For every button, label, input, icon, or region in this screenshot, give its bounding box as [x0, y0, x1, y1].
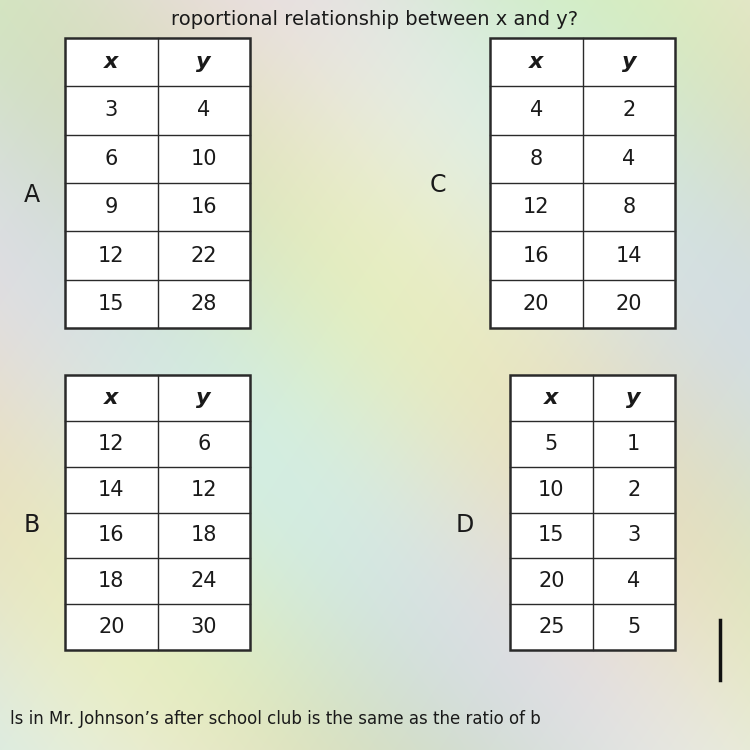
Text: 12: 12 [98, 245, 124, 266]
Text: 9: 9 [104, 197, 118, 217]
Text: y: y [196, 53, 211, 72]
Text: 18: 18 [190, 526, 217, 545]
Text: y: y [622, 53, 636, 72]
Text: 20: 20 [616, 294, 642, 314]
Text: 3: 3 [627, 526, 640, 545]
Text: 3: 3 [104, 100, 118, 121]
Text: 4: 4 [627, 572, 640, 591]
Text: 8: 8 [622, 197, 635, 217]
Text: x: x [544, 388, 559, 408]
Text: ls in Mr. Johnson’s after school club is the same as the ratio of b: ls in Mr. Johnson’s after school club is… [10, 710, 541, 728]
Text: x: x [104, 53, 118, 72]
Bar [65, 38, 250, 328]
Text: x: x [529, 53, 544, 72]
Text: 14: 14 [616, 245, 642, 266]
Text: 12: 12 [523, 197, 550, 217]
Text: 4: 4 [530, 100, 543, 121]
Text: 16: 16 [523, 245, 550, 266]
Text: 24: 24 [190, 572, 217, 591]
Text: y: y [626, 388, 641, 408]
Bar [65, 375, 250, 650]
Text: B: B [24, 513, 40, 537]
Text: 30: 30 [190, 617, 217, 637]
Text: 6: 6 [104, 148, 118, 169]
Text: 8: 8 [530, 148, 543, 169]
Text: roportional relationship between x and y?: roportional relationship between x and y… [172, 10, 578, 29]
Text: 5: 5 [544, 433, 558, 454]
Text: 16: 16 [190, 197, 217, 217]
Text: 28: 28 [190, 294, 217, 314]
Bar [490, 38, 675, 328]
Text: 2: 2 [622, 100, 635, 121]
Text: D: D [456, 513, 474, 537]
Text: 4: 4 [197, 100, 210, 121]
Text: 10: 10 [190, 148, 217, 169]
Text: 25: 25 [538, 617, 565, 637]
Text: 12: 12 [190, 479, 217, 500]
Text: 22: 22 [190, 245, 217, 266]
Bar [510, 375, 675, 650]
Text: 12: 12 [98, 433, 124, 454]
Text: 2: 2 [627, 479, 640, 500]
Text: 5: 5 [627, 617, 640, 637]
Text: x: x [104, 388, 118, 408]
Text: 4: 4 [622, 148, 635, 169]
Text: 15: 15 [98, 294, 124, 314]
Text: 20: 20 [98, 617, 124, 637]
Text: 14: 14 [98, 479, 124, 500]
Text: 20: 20 [523, 294, 550, 314]
Text: A: A [24, 183, 40, 207]
Text: 1: 1 [627, 433, 640, 454]
Text: 10: 10 [538, 479, 565, 500]
Text: y: y [196, 388, 211, 408]
Text: 15: 15 [538, 526, 565, 545]
Text: 20: 20 [538, 572, 565, 591]
Text: 6: 6 [197, 433, 211, 454]
Text: C: C [430, 173, 446, 197]
Text: 16: 16 [98, 526, 124, 545]
Text: 18: 18 [98, 572, 124, 591]
